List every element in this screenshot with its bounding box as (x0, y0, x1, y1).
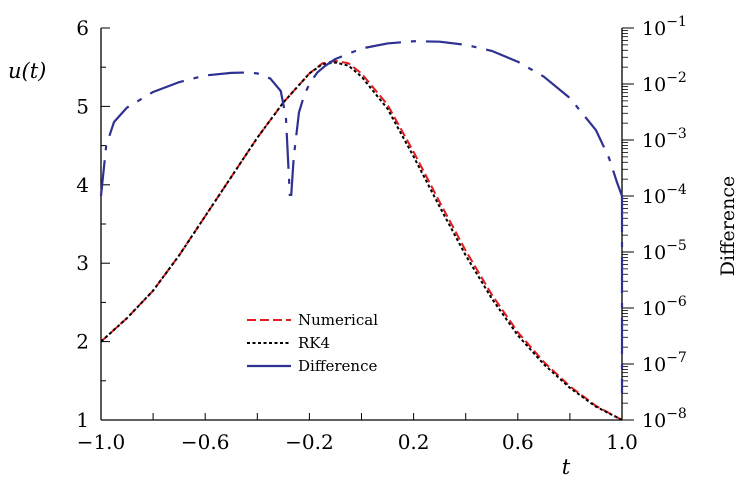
x-tick-label: 1.0 (606, 430, 638, 454)
y-left-tick-label: 4 (76, 173, 89, 197)
series-difference-line-1 (99, 71, 291, 197)
x-tick-label: −0.6 (181, 430, 230, 454)
y-right-tick-label: 10−4 (642, 182, 687, 208)
y-left-tick-label: 6 (76, 16, 89, 40)
x-axis-label: t (562, 455, 571, 479)
y-right-tick-label: 10−1 (642, 14, 687, 40)
y-right-tick-label: 10−8 (642, 406, 687, 432)
series-rk4-line (100, 61, 623, 421)
y-right-axis-label: Difference (717, 176, 739, 277)
x-tick-label: 0.6 (502, 430, 534, 454)
y-right-tick-label: 10−5 (642, 238, 687, 264)
x-tick-label: 0.2 (398, 430, 430, 454)
series-numerical-line (100, 59, 623, 421)
y-left-tick-label: 2 (76, 330, 89, 354)
legend-label-numerical: Numerical (298, 311, 378, 329)
axes: −1.0 −0.6 −0.2 0.2 0.6 1.0 t 1 2 3 4 5 6 u(t) 10−1 10−2… (8, 14, 739, 479)
y-left-tick-label: 1 (76, 408, 89, 432)
series-difference-line-2 (290, 40, 624, 197)
y-right-tick-label: 10−2 (642, 70, 687, 96)
y-left-tick-label: 5 (76, 94, 89, 118)
y-right-tick-label: 10−3 (642, 126, 687, 152)
legend-label-rk4: RK4 (298, 334, 330, 352)
y-right-tick-label: 10−6 (642, 294, 687, 320)
y-left-tick-label: 3 (76, 251, 89, 275)
y-left-axis-label: u(t) (8, 59, 46, 83)
series-layer (99, 40, 624, 421)
x-tick-label: −0.2 (285, 430, 334, 454)
legend-label-difference: Difference (298, 357, 377, 375)
x-tick-label: −1.0 (77, 430, 126, 454)
y-right-tick-label: 10−7 (642, 350, 687, 376)
legend: Numerical RK4 Difference (247, 311, 378, 375)
